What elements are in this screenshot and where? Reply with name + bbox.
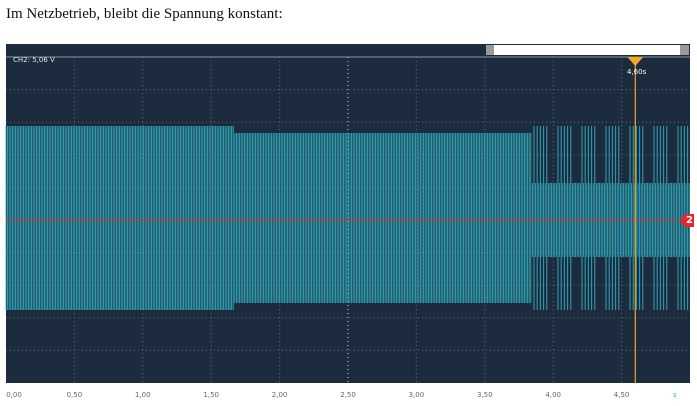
x-tick-label: 1,00	[135, 391, 151, 399]
cursor-handle-icon	[627, 57, 644, 66]
x-tick-label: 4,00	[545, 391, 561, 399]
x-tick-label: 0,00	[6, 391, 22, 399]
channel-label: CH2: 5,06 V	[13, 56, 55, 64]
x-tick-label: 3,50	[477, 391, 493, 399]
scroll-thumb[interactable]	[494, 45, 680, 55]
cursor-label: 4,60s	[627, 68, 647, 76]
x-unit: s	[673, 391, 677, 399]
scrollbar[interactable]	[486, 45, 689, 55]
caption: Im Netzbetrieb, bleibt die Spannung kons…	[6, 6, 283, 22]
channel-marker[interactable]: 2	[680, 214, 694, 227]
x-tick-label: 4,50	[613, 391, 630, 399]
x-tick-label: 0,50	[66, 391, 83, 399]
x-tick-label: 2,00	[271, 391, 288, 399]
x-tick-label: 2,50	[340, 391, 356, 399]
x-tick-label: 1,50	[203, 391, 219, 399]
x-tick-label: 3,00	[408, 391, 425, 399]
